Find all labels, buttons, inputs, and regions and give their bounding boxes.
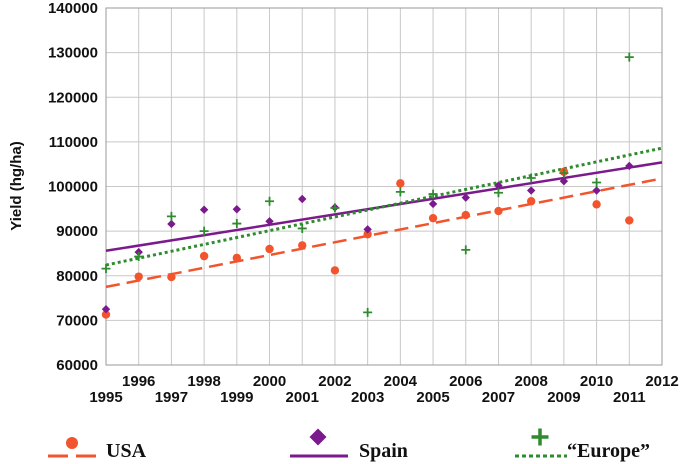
usa-point bbox=[167, 272, 176, 282]
spain-point bbox=[526, 186, 536, 195]
usa-point bbox=[625, 216, 634, 225]
y-tick-label: 90000 bbox=[56, 223, 98, 240]
spain-point bbox=[265, 217, 274, 226]
x-tick-label: 1995 bbox=[89, 389, 122, 406]
usa-point bbox=[199, 251, 209, 261]
spain-point bbox=[461, 193, 470, 202]
x-tick-label: 2003 bbox=[351, 389, 384, 406]
europe-point bbox=[493, 188, 503, 198]
europe-point bbox=[395, 187, 405, 197]
europe-point bbox=[134, 252, 144, 262]
x-tick-label: 2002 bbox=[318, 373, 351, 390]
europe-point bbox=[526, 173, 536, 183]
y-tick-label: 70000 bbox=[56, 312, 98, 329]
legend-marker-europe bbox=[531, 428, 549, 446]
usa-point bbox=[265, 244, 274, 254]
spain-point bbox=[167, 219, 176, 229]
legend-label-spain: Spain bbox=[359, 440, 408, 462]
x-tick-label: 1997 bbox=[155, 389, 188, 406]
europe-point bbox=[624, 52, 634, 62]
x-tick-label: 2010 bbox=[580, 373, 613, 390]
spain-point bbox=[494, 181, 503, 190]
y-axis-title: Yield (hg/ha) bbox=[8, 141, 25, 230]
legend-label-usa: USA bbox=[106, 440, 147, 462]
spain-point bbox=[625, 161, 634, 171]
usa-point bbox=[134, 272, 143, 281]
europe-point bbox=[166, 211, 176, 221]
spain-point bbox=[232, 205, 242, 214]
europe-point bbox=[265, 196, 275, 206]
spain-point bbox=[559, 176, 569, 186]
x-tick-label: 2012 bbox=[645, 373, 678, 390]
grid bbox=[105, 7, 663, 366]
y-tick-label: 120000 bbox=[48, 89, 98, 106]
spain-point bbox=[101, 305, 111, 314]
y-tick-label: 60000 bbox=[56, 357, 98, 374]
spain-point bbox=[298, 194, 307, 204]
europe-point bbox=[559, 168, 569, 178]
europe-point bbox=[363, 307, 373, 317]
y-tick-label: 100000 bbox=[48, 179, 98, 196]
europe-point bbox=[461, 245, 471, 255]
europe-point bbox=[592, 177, 602, 187]
x-tick-label: 1998 bbox=[187, 373, 220, 390]
x-tick-label: 2006 bbox=[449, 373, 482, 390]
usa-point bbox=[526, 197, 536, 206]
usa-point bbox=[330, 266, 340, 275]
europe-point bbox=[199, 226, 209, 236]
legend-label-europe: “Europe” bbox=[567, 440, 650, 462]
y-tick-label: 110000 bbox=[49, 134, 98, 151]
trendline-europe bbox=[105, 146, 663, 267]
plot-border bbox=[105, 7, 663, 366]
data-points bbox=[101, 52, 634, 319]
x-tick-label: 2009 bbox=[547, 389, 580, 406]
europe-point bbox=[428, 189, 438, 199]
spain-point bbox=[428, 199, 438, 209]
y-axis-ticks: 60000 70000 80000 90000 100000 110000 120000 13… bbox=[48, 0, 98, 374]
legend-marker-usa bbox=[66, 437, 78, 449]
y-tick-label: 130000 bbox=[48, 45, 98, 62]
x-tick-label: 2008 bbox=[514, 373, 547, 390]
trend-lines bbox=[105, 146, 663, 289]
europe-point bbox=[297, 223, 307, 233]
usa-point bbox=[461, 210, 470, 220]
usa-point bbox=[494, 206, 503, 216]
europe-point bbox=[101, 264, 111, 274]
x-tick-label: 1996 bbox=[122, 373, 155, 390]
y-tick-label: 80000 bbox=[56, 268, 98, 285]
europe-point bbox=[330, 203, 340, 213]
usa-point bbox=[592, 200, 601, 209]
x-tick-label: 2001 bbox=[286, 389, 319, 406]
legend-marker-spain bbox=[309, 428, 327, 446]
x-tick-label: 2011 bbox=[613, 389, 646, 406]
spain-point bbox=[199, 205, 209, 214]
usa-point bbox=[101, 310, 111, 319]
usa-point bbox=[298, 241, 307, 250]
x-tick-label: 2004 bbox=[384, 373, 418, 390]
legend: USA Spain “Europe” bbox=[48, 428, 650, 462]
spain-point bbox=[363, 225, 372, 234]
x-tick-label: 1999 bbox=[220, 389, 253, 406]
usa-point bbox=[363, 230, 372, 239]
y-tick-label: 140000 bbox=[48, 0, 98, 17]
trendline-usa bbox=[105, 177, 663, 289]
europe-point bbox=[232, 219, 242, 229]
x-tick-label: 2000 bbox=[253, 373, 286, 390]
usa-point bbox=[396, 179, 405, 188]
x-tick-label: 2005 bbox=[416, 389, 449, 406]
x-axis-ticks: 1995199619971998199920002001200220032004… bbox=[89, 373, 678, 406]
usa-point bbox=[232, 253, 242, 263]
usa-point bbox=[428, 213, 438, 223]
spain-point bbox=[592, 186, 601, 195]
x-tick-label: 2007 bbox=[482, 389, 515, 406]
